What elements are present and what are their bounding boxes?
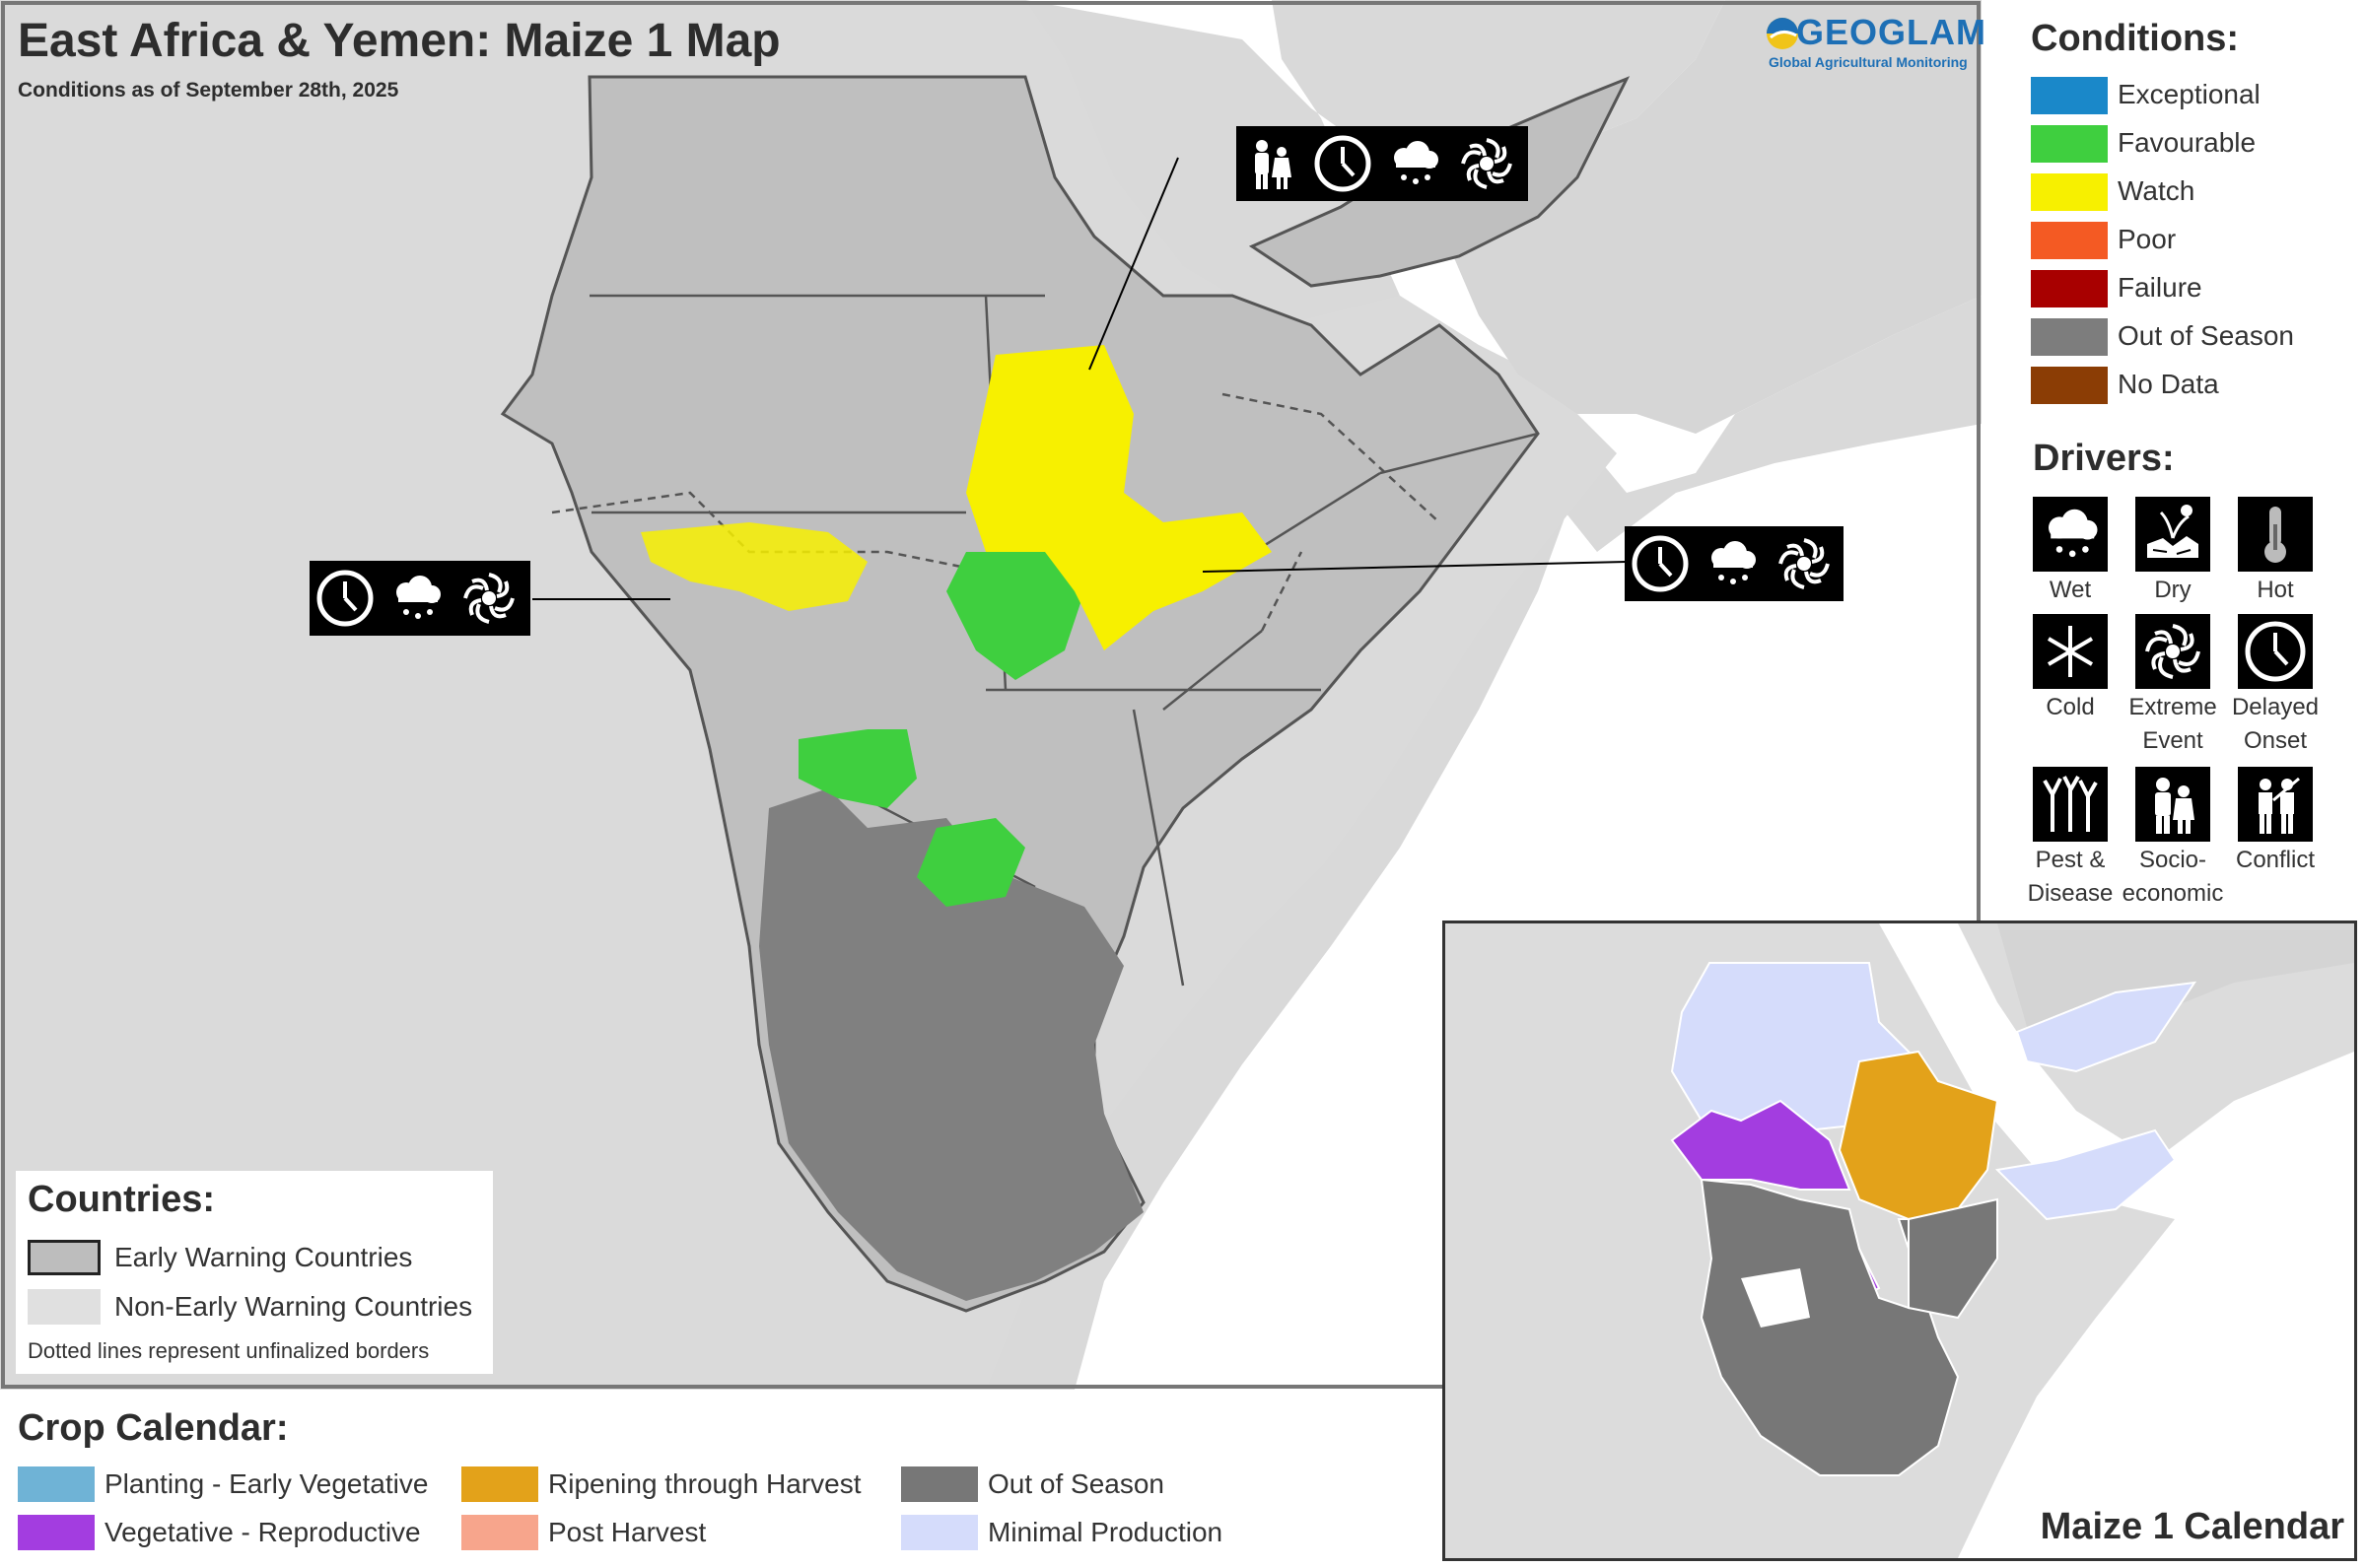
drivers-legend-title: Drivers:: [2033, 438, 2175, 479]
globe-icon: [1767, 18, 1798, 49]
inset-title: Maize 1 Calendar: [2040, 1506, 2344, 1547]
callout-east-ethiopia: [1625, 526, 1844, 601]
swatch-post-harvest: [461, 1515, 538, 1550]
legend-label: Failure: [2118, 272, 2202, 303]
driver-label: Extreme: [2128, 694, 2217, 720]
swatch-out-of-season: [2031, 318, 2108, 356]
pest-disease-icon: [2033, 767, 2108, 842]
driver-label: Event: [2142, 727, 2203, 754]
swatch-early-warning: [28, 1240, 101, 1275]
driver-label: Hot: [2257, 577, 2294, 603]
swatch-non-early-warning: [28, 1289, 101, 1325]
delayed-onset-icon: [2238, 614, 2313, 689]
conflict-icon: [2238, 767, 2313, 842]
legend-item-non-early-warning: Non-Early Warning Countries: [28, 1287, 491, 1327]
wet-icon: [2033, 497, 2108, 572]
driver-extreme-event: Extreme Event: [2119, 614, 2227, 758]
crop-calendar-title: Crop Calendar:: [18, 1407, 289, 1449]
legend-item-out-of-season: Out of Season: [2031, 314, 2356, 356]
legend-item-no-data: No Data: [2031, 363, 2356, 404]
legend-label: Vegetative - Reproductive: [104, 1517, 421, 1547]
driver-label: Delayed: [2231, 694, 2320, 720]
legend-label: Watch: [2118, 175, 2195, 206]
legend-item-watch: Watch: [2031, 170, 2356, 211]
dry-icon: [2135, 497, 2210, 572]
driver-label: Conflict: [2235, 847, 2316, 873]
geoglam-logo: GEOGLAM Global Agricultural Monitoring: [1765, 12, 1985, 71]
swatch-cal-out-of-season: [901, 1466, 978, 1502]
legend-label: Non-Early Warning Countries: [114, 1291, 473, 1322]
swatch-exceptional: [2031, 77, 2108, 114]
swatch-favourable: [2031, 125, 2108, 163]
swatch-planting: [18, 1466, 95, 1502]
swatch-watch: [2031, 173, 2108, 211]
logo-tagline: Global Agricultural Monitoring: [1769, 54, 1968, 70]
driver-label: Wet: [2049, 577, 2092, 603]
legend-item-failure: Failure: [2031, 266, 2356, 307]
driver-delayed-onset: Delayed Onset: [2221, 614, 2330, 758]
driver-cold: Cold: [2016, 614, 2124, 724]
driver-pest-disease: Pest & Disease: [2016, 767, 2124, 911]
legend-label: Poor: [2118, 224, 2177, 254]
legend-item-early-warning: Early Warning Countries: [28, 1238, 491, 1277]
countries-legend: Countries: Early Warning Countries Non-E…: [16, 1171, 493, 1374]
legend-label: Favourable: [2118, 127, 2257, 158]
driver-hot: Hot: [2221, 497, 2330, 607]
driver-label: economic: [2122, 880, 2224, 907]
swatch-ripening: [461, 1466, 538, 1502]
driver-wet: Wet: [2016, 497, 2124, 607]
cold-icon: [2033, 614, 2108, 689]
driver-label: Socio-: [2138, 847, 2207, 873]
legend-label: Planting - Early Vegetative: [104, 1468, 429, 1499]
callout-south-sudan: [310, 561, 530, 636]
swatch-no-data: [2031, 367, 2108, 404]
conditions-legend-title: Conditions:: [2031, 18, 2240, 59]
swatch-poor: [2031, 222, 2108, 259]
legend-label: Post Harvest: [548, 1517, 707, 1547]
callout-north-ethiopia: [1236, 126, 1528, 201]
driver-label: Cold: [2046, 694, 2095, 720]
driver-conflict: Conflict: [2221, 767, 2330, 877]
legend-label: Out of Season: [988, 1468, 1165, 1499]
driver-label: Disease: [2027, 880, 2114, 907]
extreme-event-icon: [2135, 614, 2210, 689]
legend-item-favourable: Favourable: [2031, 121, 2356, 163]
countries-legend-title: Countries:: [28, 1179, 215, 1220]
driver-label: Pest &: [2035, 847, 2106, 873]
legend-label: Exceptional: [2118, 79, 2261, 109]
legend-label: Out of Season: [2118, 320, 2295, 351]
driver-socio-economic: Socio- economic: [2119, 767, 2227, 911]
logo-brand: GEOGLAM: [1796, 12, 1986, 52]
map-subtitle: Conditions as of September 28th, 2025: [18, 79, 399, 102]
inset-calendar-map: Maize 1 Calendar: [1442, 920, 2357, 1561]
swatch-minimal-production: [901, 1515, 978, 1550]
socio-economic-icon: [2135, 767, 2210, 842]
hot-icon: [2238, 497, 2313, 572]
legend-label: Ripening through Harvest: [548, 1468, 862, 1499]
driver-dry: Dry: [2119, 497, 2227, 607]
legend-item-exceptional: Exceptional: [2031, 73, 2356, 114]
swatch-failure: [2031, 270, 2108, 307]
border-note: Dotted lines represent unfinalized borde…: [28, 1338, 430, 1363]
legend-label: No Data: [2118, 369, 2219, 399]
driver-label: Dry: [2154, 577, 2192, 603]
legend-item-poor: Poor: [2031, 218, 2356, 259]
inset-map-graphic: [1445, 923, 2354, 1558]
swatch-vegetative: [18, 1515, 95, 1550]
legend-label: Minimal Production: [988, 1517, 1223, 1547]
driver-label: Onset: [2243, 727, 2308, 754]
map-title: East Africa & Yemen: Maize 1 Map: [18, 15, 781, 67]
legend-label: Early Warning Countries: [114, 1242, 413, 1272]
